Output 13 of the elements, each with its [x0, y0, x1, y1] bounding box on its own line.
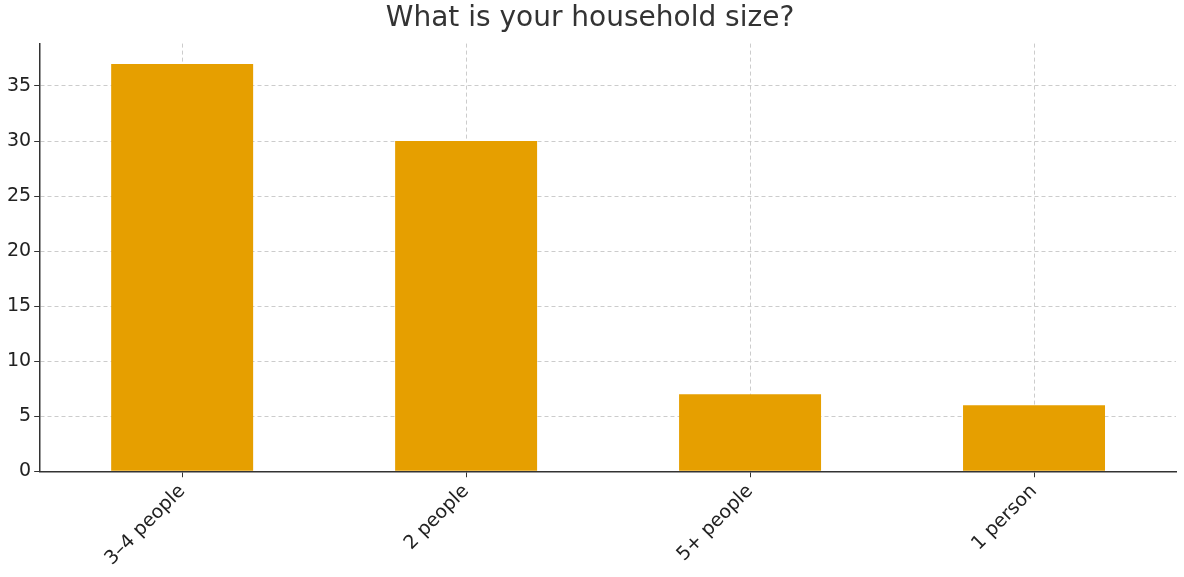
bar	[679, 394, 822, 471]
bar	[111, 63, 254, 471]
y-tick-label: 10	[6, 348, 32, 371]
y-tick-label: 20	[6, 238, 32, 261]
y-tick-label: 25	[6, 183, 32, 205]
bar	[395, 141, 538, 471]
y-tick-label: 35	[6, 72, 32, 95]
y-tick-label: 5	[19, 403, 32, 426]
y-tick-label: 15	[6, 293, 32, 316]
chart-title: What is your household size?	[385, 0, 795, 34]
y-tick-label: 30	[6, 127, 32, 150]
y-tick-label: 0	[19, 458, 32, 481]
bar	[963, 405, 1106, 471]
